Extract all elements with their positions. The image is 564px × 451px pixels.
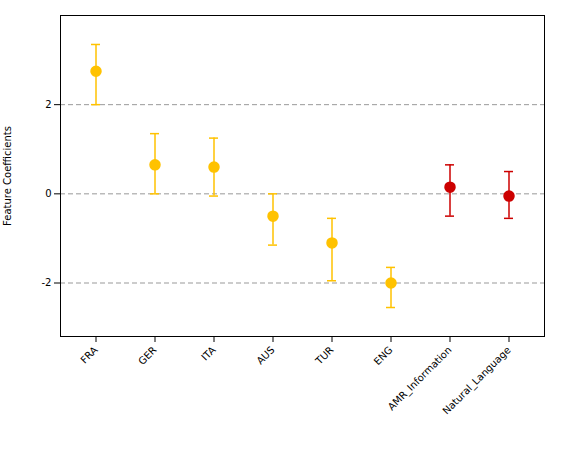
- svg-text:GER: GER: [136, 344, 159, 367]
- svg-text:-2: -2: [42, 277, 52, 288]
- svg-text:Natural_Language: Natural_Language: [440, 344, 513, 417]
- svg-text:ITA: ITA: [199, 344, 218, 363]
- svg-text:FRA: FRA: [78, 344, 99, 365]
- svg-text:ENG: ENG: [372, 344, 395, 367]
- svg-text:TUR: TUR: [313, 344, 336, 367]
- svg-text:2: 2: [45, 99, 51, 110]
- svg-text:Feature Coefficients: Feature Coefficients: [2, 126, 13, 226]
- svg-text:AMR_Information: AMR_Information: [386, 344, 455, 413]
- svg-text:0: 0: [45, 188, 51, 199]
- svg-text:AUS: AUS: [254, 344, 276, 366]
